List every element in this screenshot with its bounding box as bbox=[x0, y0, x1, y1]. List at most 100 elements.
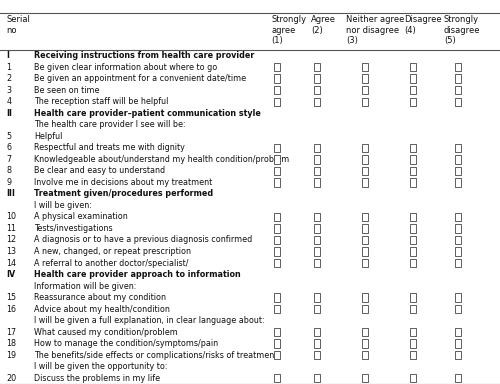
Text: Neither agree
nor disagree
(3): Neither agree nor disagree (3) bbox=[346, 15, 405, 45]
Bar bbox=[274, 98, 280, 106]
Text: Disagree
(4): Disagree (4) bbox=[404, 15, 442, 35]
Bar bbox=[314, 351, 320, 359]
Bar bbox=[410, 293, 416, 302]
Bar bbox=[274, 224, 280, 233]
Text: Knowledgeable about/understand my health condition/problem: Knowledgeable about/understand my health… bbox=[34, 155, 289, 164]
Bar bbox=[274, 259, 280, 267]
Bar bbox=[410, 167, 416, 175]
Bar bbox=[314, 293, 320, 302]
Text: I will be given the opportunity to:: I will be given the opportunity to: bbox=[34, 362, 168, 371]
Text: Serial
no: Serial no bbox=[6, 15, 30, 35]
Bar bbox=[455, 178, 462, 187]
Bar bbox=[362, 155, 368, 164]
Bar bbox=[362, 224, 368, 233]
Bar bbox=[410, 374, 416, 382]
Text: A physical examination: A physical examination bbox=[34, 212, 128, 222]
Bar bbox=[274, 305, 280, 313]
Text: Strongly
agree
(1): Strongly agree (1) bbox=[271, 15, 306, 45]
Text: Information will be given:: Information will be given: bbox=[34, 281, 136, 291]
Bar bbox=[274, 74, 280, 83]
Bar bbox=[455, 259, 462, 267]
Bar bbox=[362, 259, 368, 267]
Bar bbox=[274, 86, 280, 94]
Text: 3: 3 bbox=[6, 86, 12, 95]
Bar bbox=[362, 236, 368, 244]
Bar bbox=[314, 155, 320, 164]
Text: Health care provider–patient communication style: Health care provider–patient communicati… bbox=[34, 109, 261, 118]
Text: The benefits/side effects or complications/risks of treatment: The benefits/side effects or complicatio… bbox=[34, 351, 278, 360]
Text: III: III bbox=[6, 189, 16, 199]
Bar bbox=[314, 86, 320, 94]
Bar bbox=[410, 224, 416, 233]
Text: I will be given a full explanation, in clear language about:: I will be given a full explanation, in c… bbox=[34, 316, 264, 325]
Bar bbox=[455, 63, 462, 71]
Text: A new, changed, or repeat prescription: A new, changed, or repeat prescription bbox=[34, 247, 191, 256]
Bar bbox=[314, 305, 320, 313]
Bar bbox=[410, 144, 416, 152]
Bar bbox=[362, 178, 368, 187]
Bar bbox=[455, 213, 462, 221]
Text: Reassurance about my condition: Reassurance about my condition bbox=[34, 293, 166, 302]
Bar bbox=[455, 74, 462, 83]
Bar bbox=[410, 155, 416, 164]
Text: Involve me in decisions about my treatment: Involve me in decisions about my treatme… bbox=[34, 178, 212, 187]
Bar bbox=[362, 213, 368, 221]
Bar bbox=[410, 178, 416, 187]
Bar bbox=[362, 63, 368, 71]
Bar bbox=[274, 351, 280, 359]
Bar bbox=[410, 305, 416, 313]
Text: 5: 5 bbox=[6, 132, 12, 141]
Bar bbox=[455, 374, 462, 382]
Text: 14: 14 bbox=[6, 258, 16, 268]
Text: I: I bbox=[6, 51, 10, 60]
Bar bbox=[362, 144, 368, 152]
Bar bbox=[362, 86, 368, 94]
Bar bbox=[274, 374, 280, 382]
Bar bbox=[274, 63, 280, 71]
Text: IV: IV bbox=[6, 270, 16, 279]
Bar bbox=[455, 339, 462, 348]
Text: Tests/investigations: Tests/investigations bbox=[34, 224, 112, 233]
Bar bbox=[455, 155, 462, 164]
Text: Treatment given/procedures performed: Treatment given/procedures performed bbox=[34, 189, 213, 199]
Text: 7: 7 bbox=[6, 155, 12, 164]
Bar bbox=[314, 98, 320, 106]
Bar bbox=[274, 213, 280, 221]
Text: The health care provider I see will be:: The health care provider I see will be: bbox=[34, 120, 186, 129]
Bar bbox=[274, 339, 280, 348]
Bar bbox=[362, 247, 368, 256]
Bar bbox=[455, 293, 462, 302]
Bar bbox=[410, 328, 416, 336]
Text: Be given an appointment for a convenient date/time: Be given an appointment for a convenient… bbox=[34, 74, 246, 83]
Text: Health care provider approach to information: Health care provider approach to informa… bbox=[34, 270, 241, 279]
Bar bbox=[455, 144, 462, 152]
Bar bbox=[410, 63, 416, 71]
Text: Advice about my health/condition: Advice about my health/condition bbox=[34, 305, 170, 314]
Bar bbox=[314, 213, 320, 221]
Text: 12: 12 bbox=[6, 235, 16, 245]
Text: Be clear and easy to understand: Be clear and easy to understand bbox=[34, 166, 165, 175]
Text: The reception staff will be helpful: The reception staff will be helpful bbox=[34, 97, 168, 106]
Bar bbox=[455, 328, 462, 336]
Text: 13: 13 bbox=[6, 247, 16, 256]
Text: Be given clear information about where to go: Be given clear information about where t… bbox=[34, 63, 217, 72]
Text: 8: 8 bbox=[6, 166, 12, 175]
Text: What caused my condition/problem: What caused my condition/problem bbox=[34, 328, 178, 337]
Bar bbox=[410, 247, 416, 256]
Text: 17: 17 bbox=[6, 328, 16, 337]
Bar bbox=[314, 374, 320, 382]
Bar bbox=[362, 305, 368, 313]
Bar bbox=[362, 167, 368, 175]
Text: 18: 18 bbox=[6, 339, 16, 348]
Text: Agree
(2): Agree (2) bbox=[311, 15, 336, 35]
Bar bbox=[455, 236, 462, 244]
Text: A diagnosis or to have a previous diagnosis confirmed: A diagnosis or to have a previous diagno… bbox=[34, 235, 252, 245]
Bar bbox=[314, 63, 320, 71]
Bar bbox=[455, 98, 462, 106]
Text: Strongly
disagree
(5): Strongly disagree (5) bbox=[444, 15, 480, 45]
Text: 20: 20 bbox=[6, 374, 16, 383]
Text: 11: 11 bbox=[6, 224, 16, 233]
Bar bbox=[410, 74, 416, 83]
Bar bbox=[314, 178, 320, 187]
Bar bbox=[410, 86, 416, 94]
